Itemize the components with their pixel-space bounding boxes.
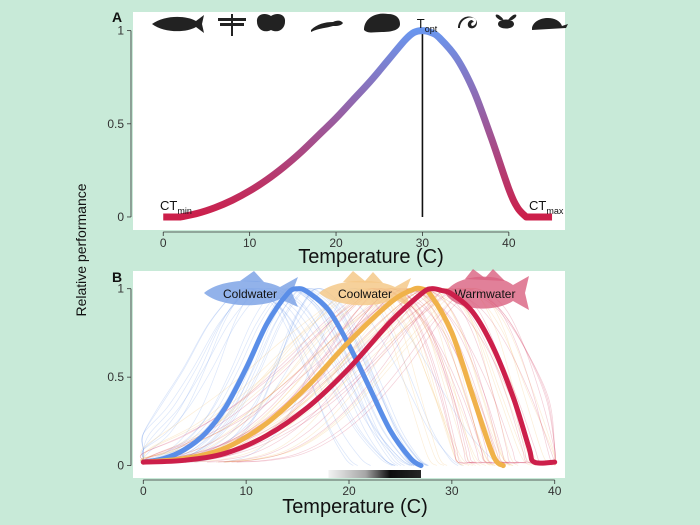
frog-icon [364,13,400,33]
panel-b-y-tick-label: 0.5 [107,370,124,384]
thermal-performance-curve [177,27,530,221]
ctmax-label: CTmax [529,198,564,216]
coldwater-fish-icon: Coldwater [204,271,298,307]
panel-b-x-tick-label: 0 [140,484,147,498]
panel-a-y-tick-label: 1 [117,24,124,38]
panel-a-x-tick-label: 30 [416,236,430,250]
organism-icons [152,13,568,36]
bee-icon [495,14,517,29]
species-curve [216,287,491,466]
warmwater-label: Warmwater [455,287,516,301]
panel-b-axes: 0 10 20 30 40 0 0.5 1 [107,282,561,498]
panel-a-x-tick-label: 10 [243,236,257,250]
moth-icon [256,14,286,32]
panel-a-x-axis-label: Temperature (C) [298,246,444,268]
species-curve [181,288,429,466]
ctmin-label: CTmin [160,198,192,216]
coolwater-label: Coolwater [338,287,392,301]
guild-curves [140,285,558,469]
worm-icon [458,16,477,29]
turtle-icon [532,17,568,30]
coldwater-curve [140,286,424,469]
lizard-icon [311,20,343,32]
warmwater-curve [140,286,558,466]
panel-a-background [133,12,565,230]
panel-b-y-tick-label: 1 [117,282,124,296]
panel-b-x-tick-label: 10 [239,484,253,498]
coolwater-fish-icon: Coolwater [319,271,411,308]
panel-b: B Coldwater Coolwater Warmwater 0 10 20 30 4… [107,269,565,518]
temperature-rug [328,470,421,478]
topt-label: Topt [417,16,438,34]
panel-b-x-tick-label: 20 [342,484,356,498]
panel-a-axes: 0 10 20 30 40 0 0.5 1 [107,24,516,250]
panel-a-x-tick-label: 0 [160,236,167,250]
panel-a: A Topt CTmin CTmax 0 10 20 30 40 0 0.5 1 Temper… [107,9,568,268]
dragonfly-icon [218,14,246,36]
panel-a-y-tick-label: 0.5 [107,117,124,131]
coldwater-label: Coldwater [223,287,277,301]
species-curve [224,287,519,466]
panel-b-x-tick-label: 30 [445,484,459,498]
fish-icon [152,15,204,33]
panel-b-label: B [112,269,122,285]
panel-a-label: A [112,9,122,25]
panel-a-x-tick-label: 40 [502,236,516,250]
performance-curve-line [177,27,530,221]
y-axis-label: Relative performance [73,183,89,316]
panel-a-x-tick-label: 20 [329,236,343,250]
coolwater-curve [140,285,506,469]
panel-b-x-tick-label: 40 [548,484,562,498]
panel-b-y-tick-label: 0 [117,459,124,473]
species-curve [218,288,545,464]
panel-b-x-axis-label: Temperature (C) [282,496,428,518]
panel-a-y-tick-label: 0 [117,210,124,224]
